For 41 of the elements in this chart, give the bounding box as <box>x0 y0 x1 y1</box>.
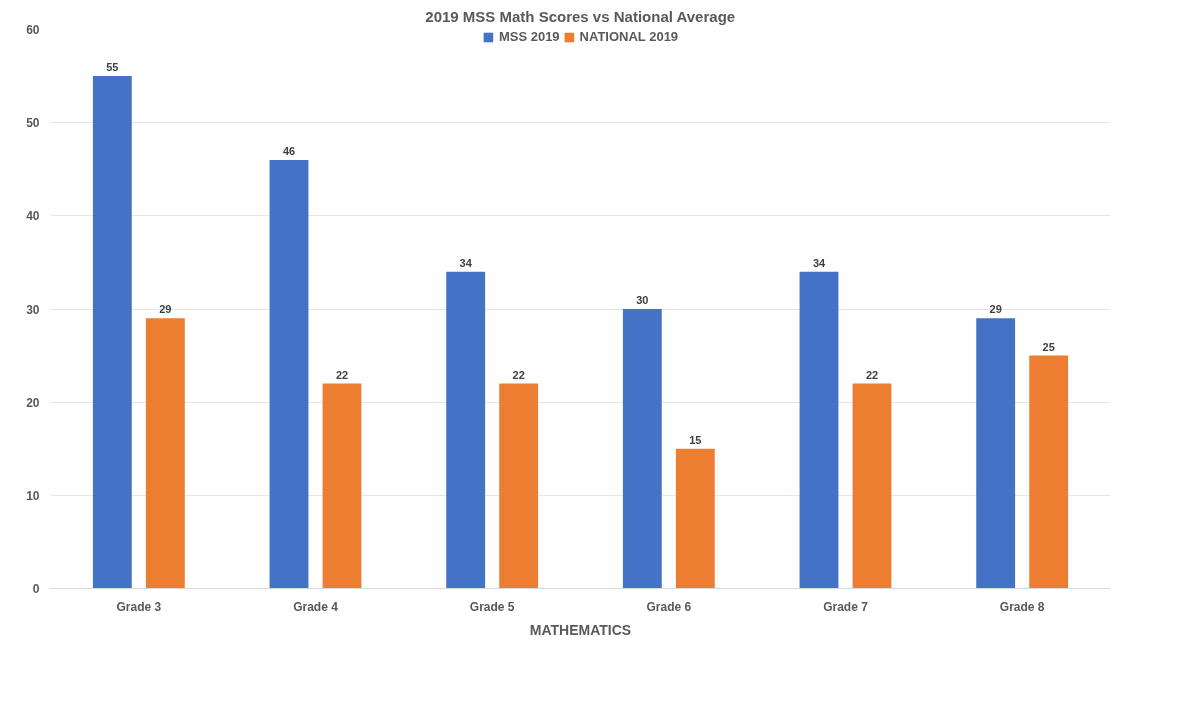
y-tick-label: 50 <box>26 116 40 131</box>
y-tick-label: 30 <box>26 302 40 317</box>
data-label: 46 <box>282 144 296 157</box>
bar <box>852 383 892 589</box>
chart-title: 2019 MSS Math Scores vs National Average <box>425 7 736 25</box>
data-label: 29 <box>989 303 1002 316</box>
data-label: 15 <box>689 433 702 446</box>
data-label: 22 <box>512 368 525 381</box>
data-label: 34 <box>812 256 826 269</box>
data-label: 29 <box>159 303 172 316</box>
y-tick-label: 60 <box>26 23 40 37</box>
bar <box>976 318 1016 589</box>
data-label: 55 <box>106 61 119 74</box>
data-label: 25 <box>1042 340 1055 353</box>
bar <box>675 448 715 589</box>
x-tick-label: Grade 8 <box>999 599 1045 614</box>
bar <box>92 76 132 589</box>
data-label: 30 <box>636 294 649 306</box>
x-tick-label: Grade 3 <box>116 599 162 614</box>
bar <box>322 383 362 589</box>
bar <box>1029 355 1069 589</box>
y-tick-label: 10 <box>26 488 40 503</box>
bar <box>499 383 539 589</box>
legend-label: MSS 2019 <box>498 29 560 44</box>
bar <box>145 318 185 589</box>
legend-label: NATIONAL 2019 <box>579 29 679 44</box>
x-tick-label: Grade 6 <box>646 599 692 614</box>
bar <box>622 309 662 589</box>
x-axis-title: MATHEMATICS <box>529 621 632 638</box>
x-tick-label: Grade 4 <box>293 599 339 614</box>
x-tick-label: Grade 5 <box>469 599 515 614</box>
x-tick-label: Grade 7 <box>823 599 869 614</box>
bar <box>446 271 486 589</box>
y-tick-label: 40 <box>26 209 40 224</box>
y-tick-label: 0 <box>32 582 40 596</box>
bar <box>799 271 839 589</box>
y-tick-label: 20 <box>26 395 40 410</box>
bar <box>269 159 309 589</box>
data-label: 22 <box>335 368 349 381</box>
data-label: 34 <box>459 256 473 269</box>
data-label: 22 <box>865 368 879 381</box>
